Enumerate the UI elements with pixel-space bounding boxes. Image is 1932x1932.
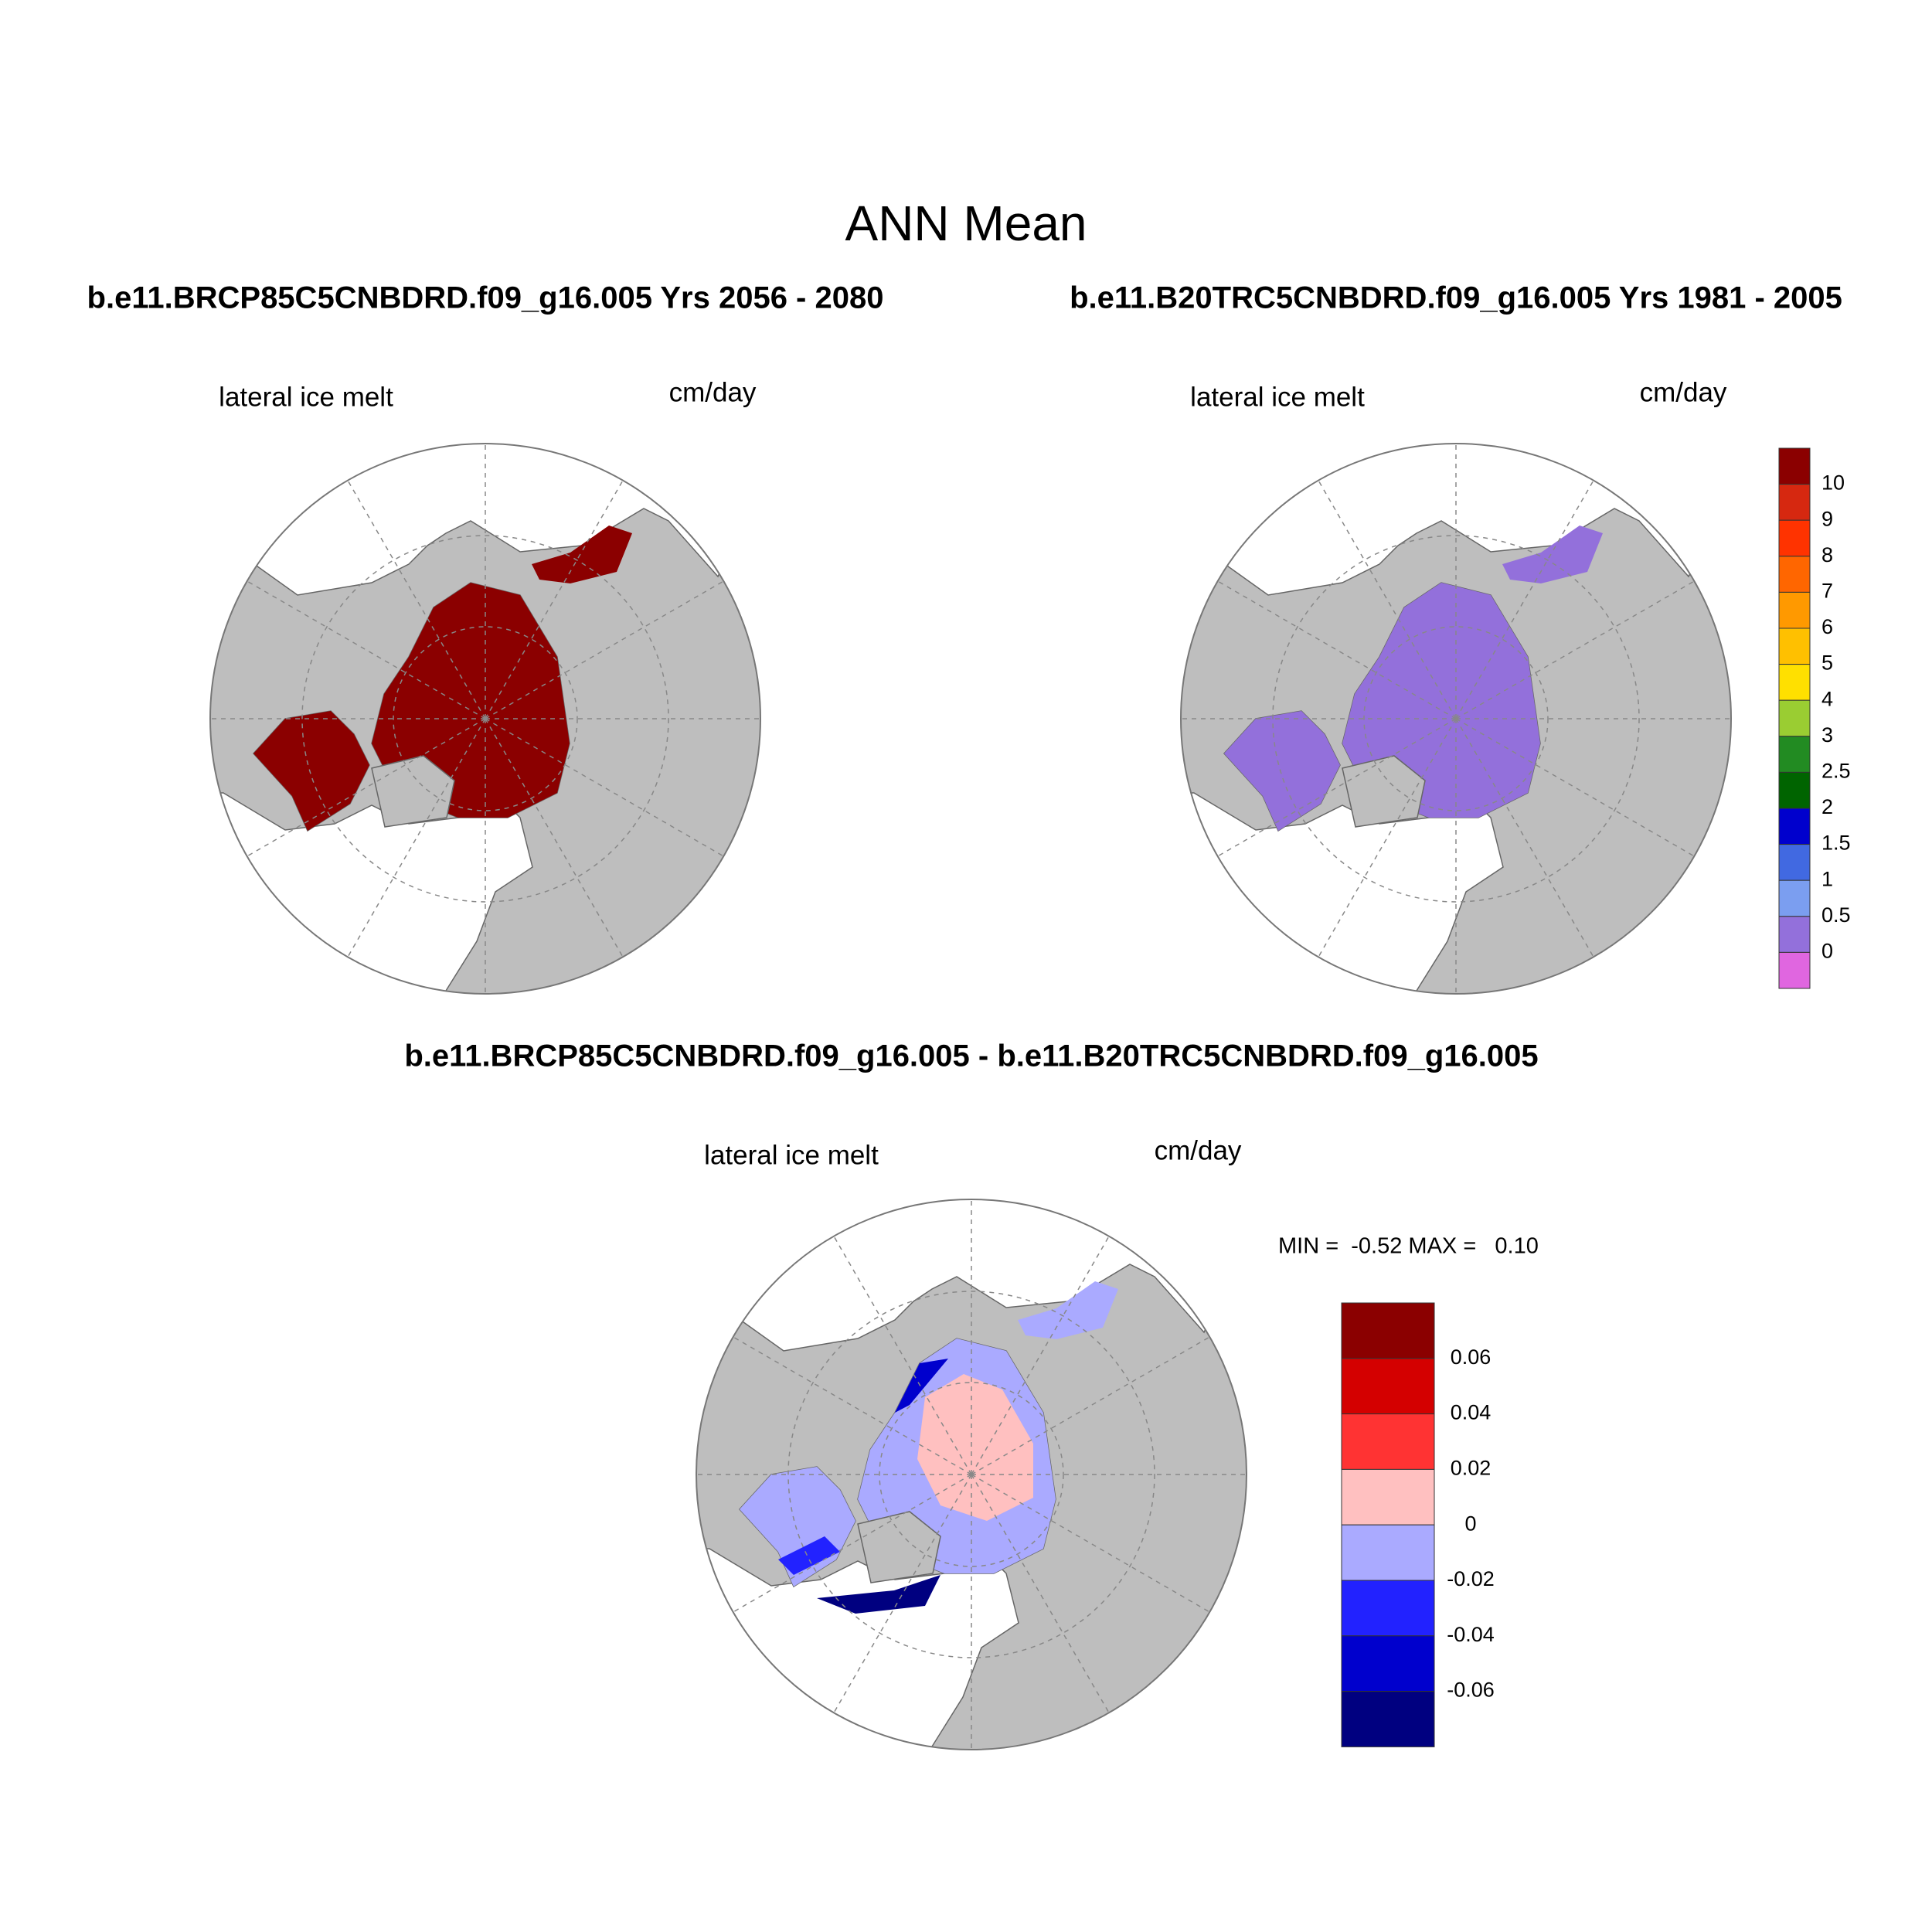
variable-label: lateral ice melt (1190, 382, 1365, 412)
colorbar-box (1778, 844, 1811, 881)
colorbar-label: -0.02 (1447, 1567, 1495, 1590)
ice-field (253, 711, 369, 831)
graticule (393, 626, 578, 811)
ice-field (917, 1374, 1033, 1521)
polar-map (209, 443, 761, 995)
colorbar-box (1778, 519, 1811, 557)
colorbar-box (1778, 664, 1811, 701)
colorbar-box (1778, 951, 1811, 989)
colorbar-box (1341, 1635, 1435, 1692)
colorbar-label: 6 (1821, 615, 1833, 638)
graticule (787, 1291, 1155, 1658)
colorbar-box (1778, 736, 1811, 773)
colorbar-box (1778, 699, 1811, 737)
polar-map (696, 1199, 1247, 1750)
colorbar-label: 7 (1821, 580, 1833, 603)
colorbar-box (1778, 771, 1811, 809)
colorbar-box (1778, 879, 1811, 917)
colorbar-box (1778, 447, 1811, 485)
colorbar-label: 0.5 (1821, 903, 1851, 927)
ice-field (532, 526, 632, 583)
units-label: cm/day (669, 377, 757, 407)
map-outline (209, 443, 761, 995)
colorbar-box (1341, 1358, 1435, 1415)
colorbar-box (1341, 1413, 1435, 1470)
colorbar-box (1778, 556, 1811, 593)
colorbar-label: 8 (1821, 543, 1833, 566)
map-body (1181, 444, 1731, 994)
colorbar-label: -0.06 (1447, 1679, 1495, 1702)
colorbar-box (1778, 916, 1811, 953)
ice-field (1502, 526, 1603, 583)
graticule (1363, 626, 1549, 811)
map-outline (1180, 443, 1732, 995)
colorbar-box (1341, 1580, 1435, 1637)
units-label: cm/day (1640, 377, 1727, 407)
panel-subtitle: b.e11.BRCP85C5CNBDRD.f09_g16.005 Yrs 205… (87, 281, 884, 315)
panel-subtitle: b.e11.B20TRC5CNBDRD.f09_g16.005 Yrs 1981… (1070, 281, 1842, 315)
colorbar-label: 9 (1821, 507, 1833, 530)
ice-field (895, 1359, 948, 1413)
colorbar-label: 1.5 (1821, 832, 1851, 855)
colorbar-label: 0.06 (1451, 1345, 1492, 1369)
colorbar-label: 3 (1821, 723, 1833, 747)
map-body (696, 1199, 1247, 1750)
figure-title: ANN Mean (845, 196, 1087, 251)
stats-label: MIN = -0.52 MAX = 0.10 (1278, 1234, 1539, 1259)
ice-field (817, 1575, 940, 1614)
colorbar-label: 0.04 (1451, 1401, 1492, 1424)
colorbar-label: 2.5 (1821, 760, 1851, 783)
colorbar-label: 2 (1821, 795, 1833, 818)
variable-label: lateral ice melt (219, 382, 393, 412)
polar-map (1180, 443, 1732, 995)
colorbar-box (1778, 628, 1811, 665)
colorbar-box (1341, 1468, 1435, 1526)
colorbar-label: 0 (1464, 1512, 1476, 1535)
colorbar-box (1778, 484, 1811, 521)
ice-field (778, 1536, 840, 1575)
colorbar-box (1778, 591, 1811, 629)
colorbar-label: 5 (1821, 651, 1833, 675)
variable-label: lateral ice melt (704, 1140, 879, 1170)
colorbar-label: -0.04 (1447, 1623, 1495, 1646)
colorbar-box (1341, 1302, 1435, 1359)
colorbar-label: 0.02 (1451, 1457, 1492, 1480)
colorbar-label: 0 (1821, 940, 1833, 963)
graticule (301, 535, 669, 903)
ice-field (1224, 711, 1340, 831)
ice-field (1018, 1281, 1118, 1339)
colorbar-box (1341, 1691, 1435, 1747)
units-label: cm/day (1155, 1135, 1242, 1165)
colorbar-box (1341, 1524, 1435, 1581)
colorbar-label: 4 (1821, 687, 1833, 710)
panel-subtitle: b.e11.BRCP85C5CNBDRD.f09_g16.005 - b.e11… (404, 1039, 1538, 1073)
graticule (879, 1382, 1064, 1567)
colorbar-label: 10 (1821, 471, 1845, 495)
colorbar-label: 1 (1821, 867, 1833, 890)
map-body (210, 444, 760, 994)
graticule (1272, 535, 1640, 903)
colorbar-box (1778, 808, 1811, 845)
map-outline (696, 1199, 1247, 1750)
